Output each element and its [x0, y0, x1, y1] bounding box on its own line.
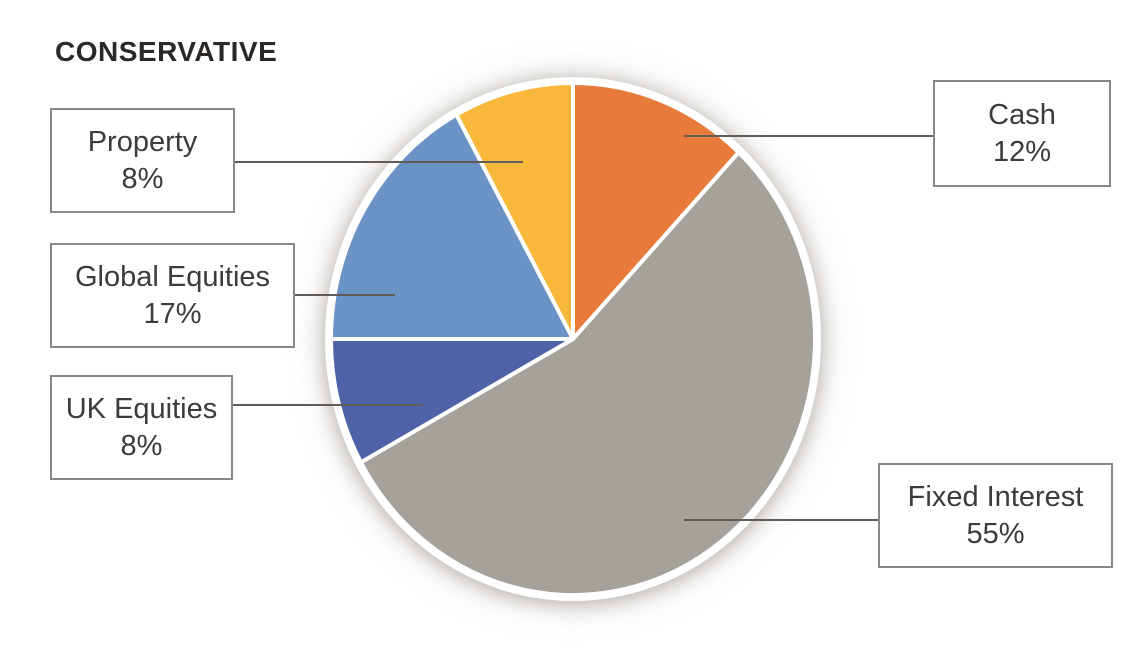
pie-chart: [325, 77, 821, 601]
pie-slice-global-equities: [329, 112, 575, 341]
fixed-interest-connector-line: [684, 519, 879, 521]
fixed-interest-percent: 55%: [966, 517, 1025, 550]
fixed-interest-label: Fixed Interest: [907, 480, 1084, 513]
cash-label-box: Cash 12%: [933, 80, 1111, 187]
uk-equities-label-box: UK Equities 8%: [50, 375, 233, 480]
global-equities-connector-line: [294, 294, 395, 296]
global-equities-label: Global Equities: [74, 260, 271, 293]
property-connector-line: [234, 161, 523, 163]
cash-label: Cash: [988, 98, 1056, 131]
pie-slice-uk-equities: [329, 337, 575, 465]
property-percent: 8%: [121, 162, 164, 195]
property-label-box: Property 8%: [50, 108, 235, 213]
cash-percent: 12%: [992, 135, 1052, 168]
cash-connector-line: [684, 135, 934, 137]
uk-equities-label: UK Equities: [65, 392, 218, 425]
property-label: Property: [87, 125, 198, 158]
uk-equities-percent: 8%: [120, 429, 163, 462]
page-title: CONSERVATIVE: [55, 36, 278, 67]
global-equities-percent: 17%: [143, 297, 202, 330]
fixed-interest-label-box: Fixed Interest 55%: [878, 463, 1113, 568]
pie-slice-fixed-interest: [358, 150, 817, 597]
pie-slices: [329, 81, 817, 597]
pie-slice-property: [454, 81, 575, 341]
pie-slice-cash: [571, 81, 741, 341]
uk-equities-connector-line: [232, 404, 423, 406]
global-equities-label-box: Global Equities 17%: [50, 243, 295, 348]
